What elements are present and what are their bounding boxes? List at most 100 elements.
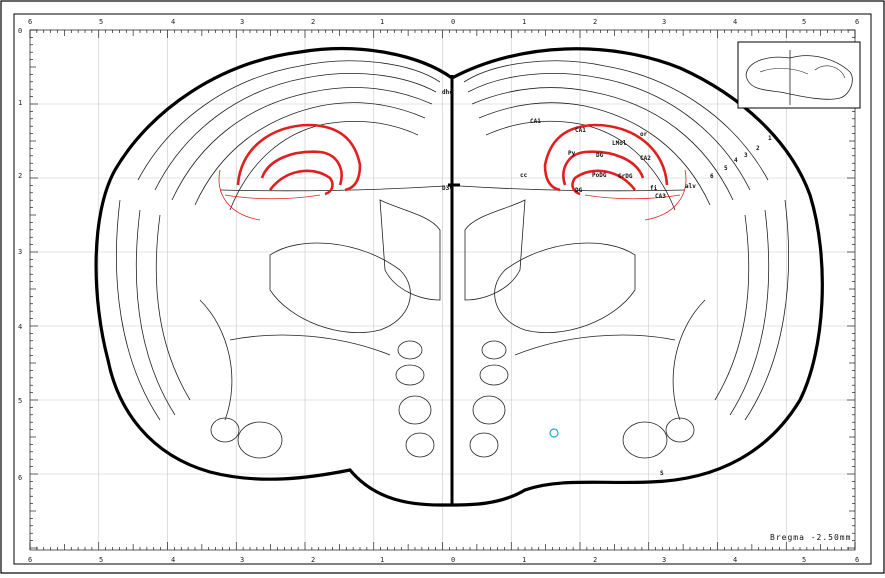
bottom-tick-label: 6	[28, 556, 32, 564]
left-axis-labels: 0 1 2 3 4 5 6	[18, 27, 22, 482]
bottom-axis-labels: 6 5 4 3 2 1 0 1 2 3 4 5 6	[28, 556, 859, 564]
bottom-tick-label: 5	[802, 556, 806, 564]
amygdala-nucleus-left	[210, 417, 240, 443]
bottom-tick-label: 6	[855, 556, 859, 564]
internal-capsule-left	[229, 334, 391, 356]
hippocampus-ca1-right	[543, 123, 669, 192]
cortex-layer-left	[171, 87, 433, 201]
lateral-cortex-left	[116, 199, 161, 421]
corpus-callosum-left	[219, 185, 446, 192]
lateral-cortex-left	[135, 209, 176, 416]
cortex-layer-right	[463, 60, 769, 181]
top-tick-label: 4	[171, 18, 175, 26]
left-tick-label: 2	[18, 172, 22, 180]
amygdala-nucleus-left	[237, 421, 283, 459]
region-label: CA1	[575, 127, 586, 134]
striatum-edge-left	[199, 299, 233, 421]
left-tick-label: 3	[18, 248, 22, 256]
ventral-nucleus	[398, 395, 432, 425]
bottom-tick-label: 3	[662, 556, 666, 564]
lateral-cortex-right	[744, 199, 789, 421]
inset-brain-outline	[745, 55, 853, 100]
bottom-tick-label: 3	[240, 556, 244, 564]
region-label: LMol	[612, 140, 627, 147]
hippocampus-ca3-left	[260, 150, 343, 186]
top-tick-label: 0	[451, 18, 455, 26]
brain-outline	[94, 46, 824, 507]
coordinate-grid	[30, 30, 855, 550]
cortex-layer-left	[194, 102, 426, 206]
ventral-nucleus	[405, 432, 435, 458]
region-label: cc	[520, 172, 528, 179]
region-label: 2	[756, 145, 760, 152]
region-label: CA2	[640, 155, 651, 162]
top-tick-label: 2	[311, 18, 315, 26]
region-label: dhc	[442, 89, 453, 96]
region-label: GrDG	[618, 173, 633, 180]
ventral-nucleus	[481, 340, 507, 360]
dentate-gyrus-left	[268, 169, 334, 196]
hippocampus-outline-right	[644, 169, 687, 221]
top-tick-label: 3	[662, 18, 666, 26]
hippocampus-ca1-left	[236, 123, 362, 192]
cortex-layer-right	[485, 120, 676, 211]
lateral-cortex-right	[729, 209, 770, 416]
top-tick-label: 5	[802, 18, 806, 26]
sagittal-inset	[737, 41, 861, 109]
top-tick-label: 2	[593, 18, 597, 26]
hippocampus-outline-left	[218, 169, 261, 221]
top-tick-label: 6	[855, 18, 859, 26]
cortex-layer-right	[478, 102, 711, 206]
dentate-gyrus-right	[571, 169, 637, 196]
cortex-layer-left	[137, 60, 441, 181]
ventral-nucleus	[472, 395, 506, 425]
left-tick-label: 6	[18, 474, 22, 482]
bregma-label: Bregma -2.50mm	[770, 533, 851, 542]
central-nucleus-left	[379, 199, 441, 301]
target-marker	[549, 428, 559, 438]
region-label: 5	[724, 165, 728, 172]
region-label: 6	[710, 173, 714, 180]
bottom-tick-label: 2	[593, 556, 597, 564]
cortex-layer-right	[471, 87, 734, 201]
lateral-cortex-left	[155, 214, 191, 401]
region-label: or	[640, 131, 648, 138]
ventral-nucleus	[397, 340, 423, 360]
amygdala-nucleus-right	[665, 417, 695, 443]
region-label: CA3	[655, 193, 666, 200]
region-label: Py	[568, 150, 576, 157]
top-tick-label: 4	[733, 18, 737, 26]
bottom-tick-label: 2	[311, 556, 315, 564]
top-tick-label: 1	[522, 18, 526, 26]
hippocampus-outline-left	[224, 194, 321, 200]
cortex-layer-right	[467, 73, 751, 191]
ventral-nucleus	[469, 432, 499, 458]
inner-border	[13, 13, 872, 565]
top-tick-label: 5	[99, 18, 103, 26]
region-label: 1	[768, 135, 772, 142]
region-label: D3V	[442, 185, 453, 192]
lateral-cortex-right	[714, 214, 750, 401]
thalamus-right	[494, 242, 636, 333]
region-labels: CA1 CA1 CA2 CA3 DG DG Py PoDG GrDG LMol …	[442, 89, 772, 477]
thalamus-left	[269, 242, 411, 333]
left-tick-label: 4	[18, 323, 22, 331]
hippocampus-ca3-right	[562, 150, 645, 186]
region-label: CA1	[530, 118, 541, 125]
bottom-tick-label: 5	[99, 556, 103, 564]
brain-section	[94, 46, 824, 507]
region-label: DG	[596, 152, 604, 159]
region-label: S	[660, 470, 664, 477]
top-tick-label: 3	[240, 18, 244, 26]
inset-structure	[759, 68, 809, 75]
top-axis-labels: 6 5 4 3 2 1 0 1 2 3 4 5 6	[28, 18, 859, 26]
ventral-nucleus	[395, 364, 425, 386]
cortex-layer-left	[154, 73, 437, 191]
internal-capsule-right	[514, 334, 676, 356]
top-tick-label: 1	[380, 18, 384, 26]
region-label: PoDG	[592, 172, 607, 179]
region-label: 3	[744, 152, 748, 159]
central-nucleus-right	[464, 199, 526, 301]
region-label: alv	[685, 183, 696, 190]
